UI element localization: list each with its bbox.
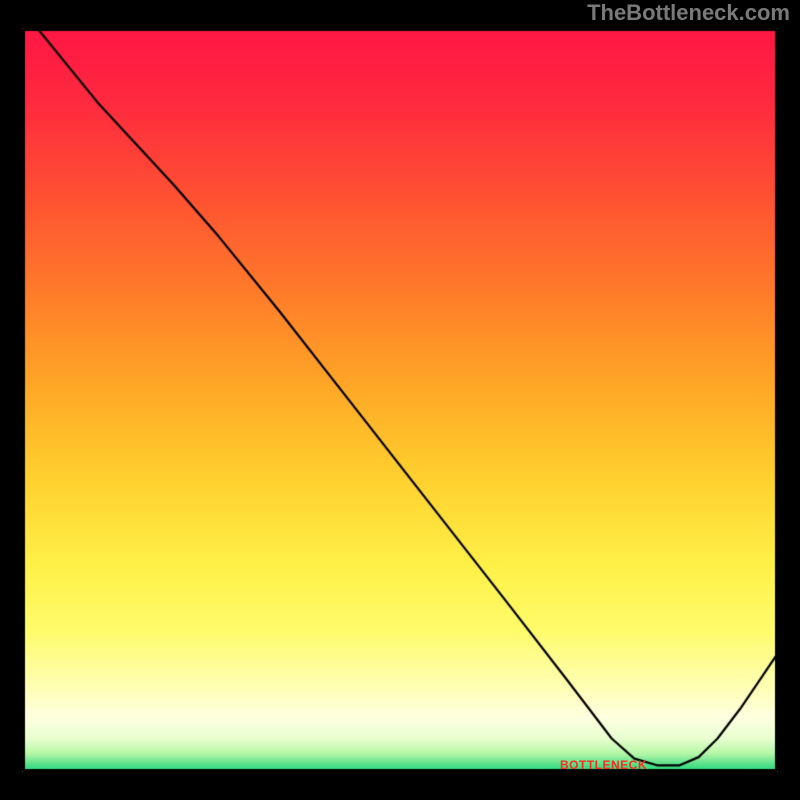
watermark-text: TheBottleneck.com: [587, 0, 790, 26]
bottleneck-label: BOTTLENECK: [560, 758, 647, 772]
chart-root: TheBottleneck.com BOTTLENECK: [0, 0, 800, 800]
bottleneck-chart-canvas: [22, 28, 778, 772]
